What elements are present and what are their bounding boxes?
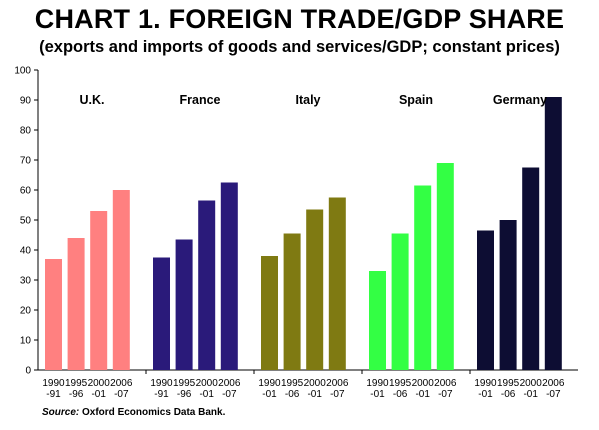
x-tick-label: 1995	[281, 378, 304, 389]
x-tick-label: -01	[199, 389, 214, 400]
source-label: Source:	[42, 407, 80, 418]
bar-italy	[328, 197, 346, 370]
bar-germany	[522, 167, 540, 370]
x-tick-label: -06	[501, 389, 516, 400]
x-tick-label: -07	[438, 389, 453, 400]
bar-spain	[391, 233, 409, 370]
x-tick-label: 2000	[412, 378, 435, 389]
group-label: France	[180, 93, 221, 107]
bar-uk	[90, 211, 108, 370]
bar-italy	[283, 233, 301, 370]
x-tick-label: 2000	[88, 378, 111, 389]
y-tick-label: 40	[20, 246, 32, 257]
source-note: Source: Oxford Economics Data Bank.	[42, 407, 225, 418]
chart-title: CHART 1. FOREIGN TRADE/GDP SHARE	[34, 4, 565, 34]
x-tick-label: 1995	[173, 378, 196, 389]
x-tick-label: -91	[46, 389, 61, 400]
x-tick-label: -07	[546, 389, 561, 400]
x-tick-label: -07	[114, 389, 129, 400]
group-label: U.K.	[80, 93, 105, 107]
bar-france	[198, 200, 216, 370]
x-tick-label: 1990	[150, 378, 173, 389]
x-tick-label: -07	[330, 389, 345, 400]
x-tick-label: 2000	[304, 378, 327, 389]
x-tick-label: -01	[262, 389, 277, 400]
x-tick-label: 1995	[497, 378, 520, 389]
x-tick-label: -01	[307, 389, 322, 400]
x-tick-label: -91	[154, 389, 169, 400]
chart-subtitle: (exports and imports of goods and servic…	[39, 38, 560, 56]
y-tick-label: 50	[20, 216, 32, 227]
y-tick-label: 0	[25, 366, 31, 377]
x-tick-label: 1990	[366, 378, 389, 389]
group-label: Spain	[399, 93, 433, 107]
y-tick-label: 30	[20, 276, 32, 287]
y-tick-label: 20	[20, 306, 32, 317]
x-tick-label: -96	[69, 389, 84, 400]
x-tick-label: -01	[523, 389, 538, 400]
x-tick-label: 2000	[520, 378, 543, 389]
x-tick-label: -01	[370, 389, 385, 400]
y-tick-label: 80	[20, 126, 32, 137]
bar-italy	[306, 209, 324, 370]
group-label: Germany	[493, 93, 547, 107]
group-label: Italy	[295, 93, 320, 107]
x-tick-label: -01	[478, 389, 493, 400]
bar-spain	[414, 185, 432, 370]
bar-germany	[477, 230, 494, 370]
x-tick-label: 1995	[389, 378, 412, 389]
x-tick-label: 2000	[196, 378, 219, 389]
y-tick-label: 70	[20, 156, 32, 167]
x-tick-label: -01	[91, 389, 106, 400]
bar-spain	[369, 271, 386, 370]
x-tick-label: 2006	[542, 378, 565, 389]
bar-germany	[544, 97, 562, 370]
x-tick-label: 1995	[65, 378, 88, 389]
bar-france	[220, 182, 238, 370]
bar-france	[175, 239, 193, 370]
bar-uk	[45, 259, 62, 370]
x-tick-label: 2006	[434, 378, 457, 389]
bar-germany	[499, 220, 517, 370]
source-text: Oxford Economics Data Bank.	[79, 407, 226, 418]
x-tick-label: 2006	[326, 378, 349, 389]
x-tick-label: 1990	[258, 378, 281, 389]
bar-france	[153, 257, 170, 370]
bar-spain	[436, 163, 454, 370]
bar-uk	[112, 190, 130, 370]
y-tick-label: 100	[14, 66, 31, 77]
y-tick-label: 60	[20, 186, 32, 197]
x-tick-label: -06	[393, 389, 408, 400]
x-tick-label: 1990	[474, 378, 497, 389]
x-tick-label: 2006	[218, 378, 241, 389]
x-tick-label: -06	[285, 389, 300, 400]
x-tick-label: -07	[222, 389, 237, 400]
x-tick-label: 2006	[110, 378, 133, 389]
x-tick-label: -96	[177, 389, 192, 400]
bar-uk	[67, 238, 85, 370]
y-tick-label: 10	[20, 336, 32, 347]
x-tick-label: -01	[415, 389, 430, 400]
y-tick-label: 90	[20, 96, 32, 107]
bar-italy	[261, 256, 278, 370]
x-tick-label: 1990	[42, 378, 65, 389]
